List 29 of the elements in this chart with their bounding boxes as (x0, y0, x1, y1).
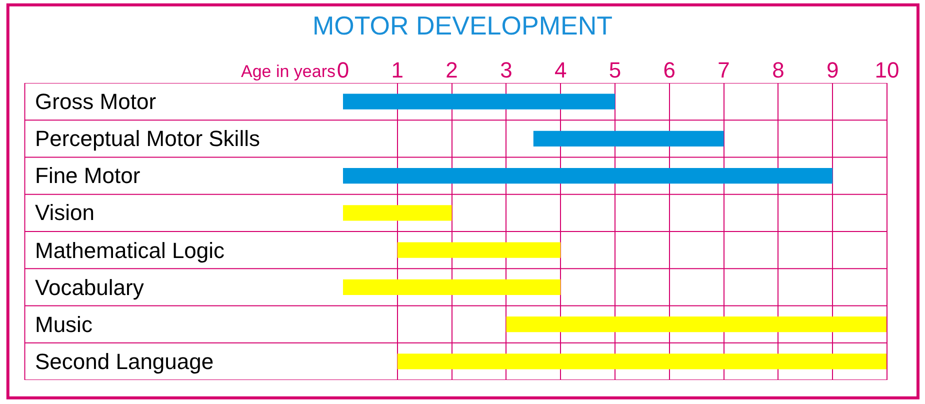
y-tick-label: Music (35, 312, 92, 337)
x-tick-label: 9 (826, 58, 839, 83)
bar (397, 354, 887, 370)
y-tick-label: Second Language (35, 349, 214, 374)
x-tick-label: 5 (608, 58, 622, 83)
bar (343, 94, 615, 110)
chart-title: MOTOR DEVELOPMENT (312, 10, 613, 40)
x-tick-label: 10 (874, 58, 900, 83)
y-tick-label: Gross Motor (35, 89, 156, 114)
y-tick-label: Mathematical Logic (35, 238, 225, 263)
bar (343, 168, 833, 184)
x-axis-title: Age in years (241, 62, 336, 81)
x-tick-label: 0 (336, 58, 350, 83)
bar (506, 316, 887, 332)
x-tick-label: 4 (554, 58, 567, 83)
x-tick-label: 7 (718, 58, 730, 83)
x-tick-label: 6 (663, 58, 676, 83)
bar (343, 205, 452, 221)
x-tick-label: 2 (446, 58, 458, 83)
bar (533, 130, 724, 146)
x-tick-label: 1 (391, 58, 404, 83)
y-tick-label: Vocabulary (35, 275, 144, 300)
y-tick-label: Vision (35, 200, 95, 225)
x-tick-label: 8 (772, 58, 784, 83)
y-tick-label: Fine Motor (35, 163, 140, 188)
bar (343, 279, 561, 295)
x-tick-label: 3 (500, 58, 512, 83)
bar (397, 242, 561, 258)
y-tick-label: Perceptual Motor Skills (35, 126, 260, 151)
